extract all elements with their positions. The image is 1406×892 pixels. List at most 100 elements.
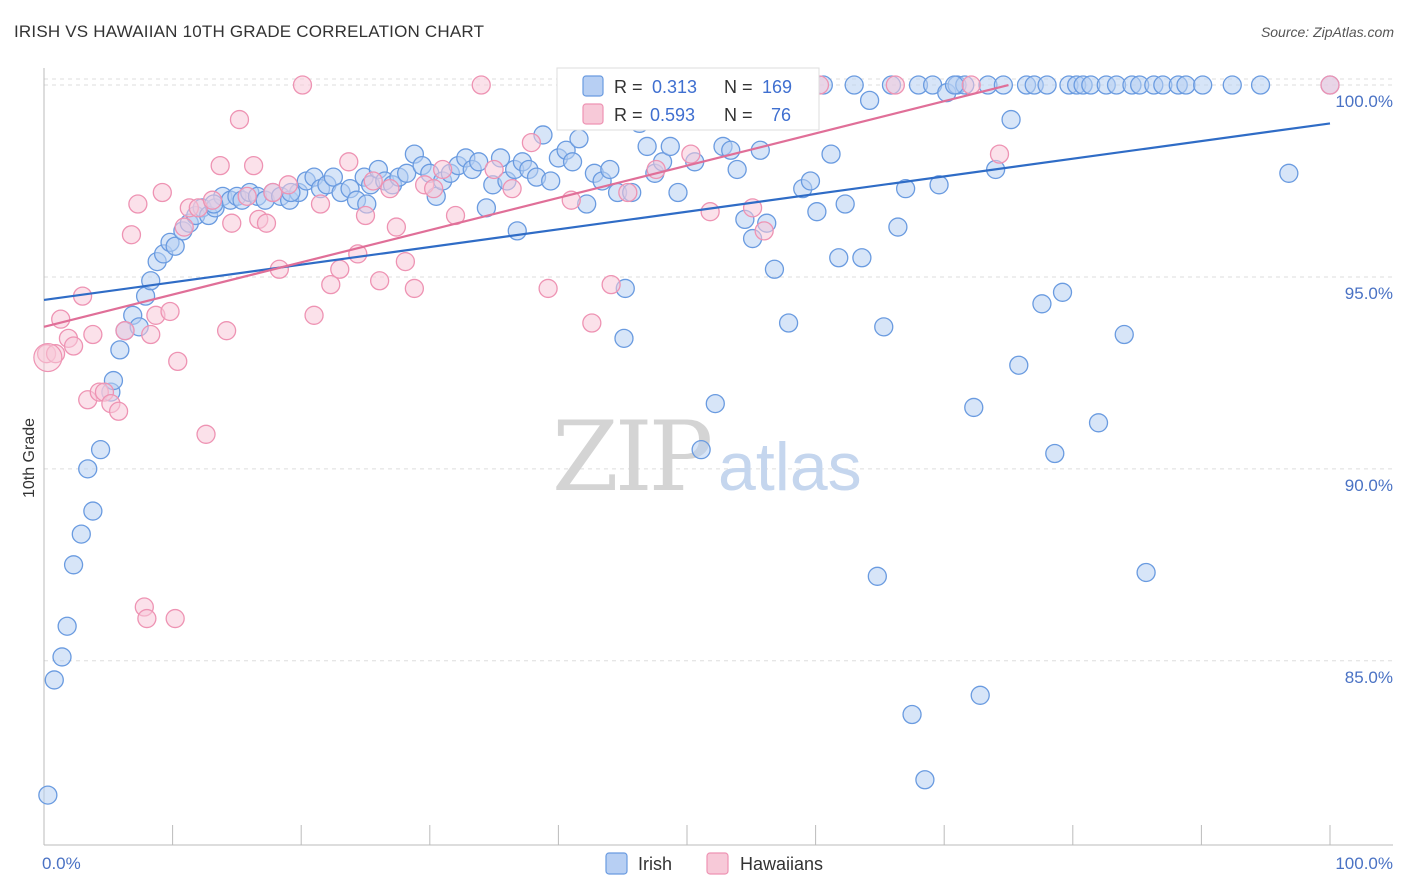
scatter-point: [330, 259, 350, 279]
scatter-point: [115, 321, 135, 341]
scatter-point: [174, 217, 194, 237]
scatter-point: [137, 608, 157, 629]
trend-line-irish: [43, 122, 1331, 302]
axes: [43, 68, 1393, 846]
scatter-point: [929, 175, 949, 195]
scatter-point: [363, 171, 383, 191]
y-tick-label: 90.0%: [1345, 476, 1393, 495]
scatter-point: [727, 159, 747, 180]
scatter-point: [63, 336, 84, 356]
legend-label-hawaiians: Hawaiians: [740, 854, 823, 874]
scatter-point: [152, 182, 172, 203]
hawaiian-n-value: 76: [771, 105, 791, 125]
scatter-point: [885, 75, 905, 95]
scatter-point: [1193, 75, 1213, 95]
scatter-point: [484, 159, 504, 180]
x-tick-label-max: 100.0%: [1335, 854, 1393, 873]
scatter-point: [108, 401, 129, 421]
scatter-point: [750, 140, 770, 160]
y-tick-label: 95.0%: [1345, 284, 1393, 303]
hawaiian-n-label: N =: [724, 105, 753, 125]
scatter-point: [507, 221, 527, 241]
scatter-point: [397, 163, 417, 183]
scatter-point: [57, 616, 77, 636]
scatter-point: [668, 182, 688, 203]
scatter-point: [78, 459, 98, 479]
scatter-point: [1088, 413, 1109, 433]
scatter-point: [263, 182, 283, 203]
scatter-point: [964, 397, 984, 418]
scatter-point: [902, 704, 922, 725]
scatter-point: [915, 770, 935, 790]
x-tick-label-min: 0.0%: [42, 854, 81, 873]
legend: Irish Hawaiians: [605, 852, 823, 875]
scatter-point: [993, 75, 1014, 95]
scatter-point: [1176, 75, 1196, 95]
scatter-point: [614, 328, 634, 349]
scatter-point: [469, 152, 489, 172]
scatter-point: [1136, 562, 1156, 583]
scatter-point: [970, 685, 990, 705]
scatter-point: [52, 647, 72, 667]
scatter-point: [618, 182, 638, 203]
scatter-point: [243, 155, 264, 176]
stats-box: R = 0.313 N = 169 R = 0.593 N = 76: [556, 67, 820, 131]
scatter-point: [369, 271, 390, 291]
scatter-point: [210, 155, 230, 176]
scatter-point: [754, 221, 774, 241]
scatter-point: [433, 159, 453, 180]
scatter-point: [165, 236, 185, 256]
scatter-point: [83, 324, 103, 345]
scatter-point: [44, 670, 64, 690]
scatter-point: [339, 152, 359, 172]
scatter-point: [216, 321, 237, 341]
y-tick-labels: 85.0% 90.0% 95.0% 100.0%: [1335, 92, 1393, 687]
scatter-point: [121, 225, 142, 245]
scatter-point: [141, 324, 161, 345]
scatter-point: [1032, 294, 1052, 314]
scatter-point: [821, 144, 841, 164]
scatter-point: [800, 171, 821, 191]
scatter-point: [90, 440, 111, 460]
scatter-point: [844, 75, 864, 95]
scatter-point: [538, 278, 558, 299]
scatter-point: [1001, 109, 1021, 130]
y-tick-label: 100.0%: [1335, 92, 1393, 111]
trend-line-hawaiians: [43, 83, 1009, 328]
scatter-point: [292, 75, 313, 95]
scatter-point: [502, 179, 522, 199]
scatter-point: [778, 313, 799, 333]
scatter-point: [1045, 443, 1065, 464]
y-tick-label: 85.0%: [1345, 668, 1393, 687]
scatter-point: [1114, 324, 1134, 345]
scatter-point: [541, 171, 561, 191]
scatter-point: [395, 251, 416, 272]
scatter-point: [229, 109, 250, 130]
y-axis-label: 10th Grade: [21, 418, 38, 498]
scatter-point: [71, 524, 91, 544]
scatter-point: [829, 248, 849, 268]
scatter-point: [989, 144, 1010, 164]
scatter-point: [660, 136, 680, 157]
irish-n-label: N =: [724, 77, 753, 97]
scatter-point: [160, 301, 180, 322]
scatter-point: [128, 194, 148, 214]
scatter-point: [310, 194, 331, 214]
scatter-point: [404, 278, 425, 299]
irish-stat-swatch: [582, 75, 604, 97]
scatter-point: [888, 217, 908, 237]
scatter-point: [51, 309, 71, 329]
scatter-point: [1037, 75, 1057, 95]
scatter-point: [582, 313, 602, 333]
scatter-point: [700, 202, 720, 222]
scatter-point: [562, 152, 583, 172]
scatter-point: [256, 213, 277, 233]
hawaiian-points: [33, 75, 1340, 629]
scatter-point: [1052, 282, 1073, 302]
scatter-point: [1009, 355, 1029, 375]
scatter-point: [202, 190, 223, 210]
scatter-point: [852, 248, 872, 268]
scatter-point: [222, 213, 242, 233]
irish-r-value: 0.313: [652, 77, 697, 97]
